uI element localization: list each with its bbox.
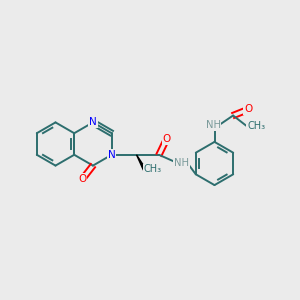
Text: NH: NH [174, 158, 189, 169]
Text: CH₃: CH₃ [247, 121, 265, 131]
Text: O: O [78, 174, 87, 184]
Polygon shape [136, 155, 146, 170]
Text: CH₃: CH₃ [144, 164, 162, 175]
Text: N: N [108, 150, 116, 160]
Text: O: O [162, 134, 171, 144]
Text: NH: NH [206, 120, 220, 130]
Text: O: O [244, 104, 252, 115]
Text: N: N [89, 117, 97, 128]
